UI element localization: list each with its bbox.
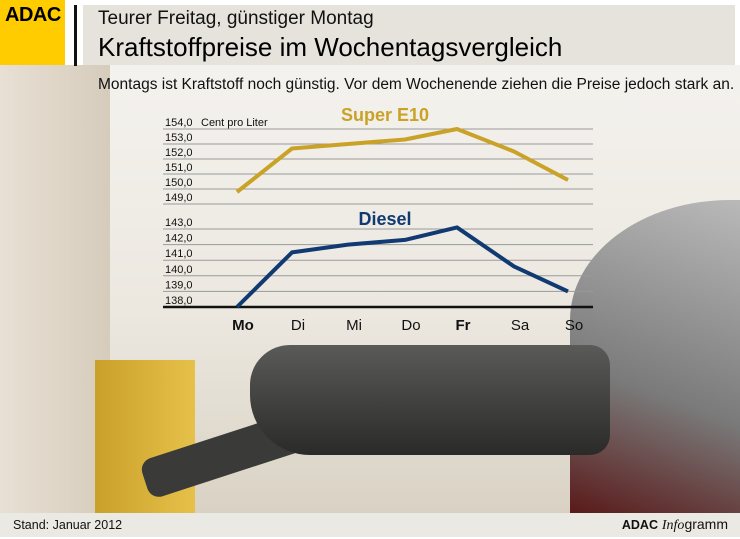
- x-tick-label: Do: [401, 317, 420, 334]
- footer-bar: [0, 513, 740, 537]
- x-tick-label: Sa: [511, 317, 530, 334]
- title-banner: [83, 5, 735, 65]
- x-tick-label: Mo: [232, 317, 254, 334]
- series-title: Diesel: [358, 209, 411, 229]
- x-tick-label: Fr: [456, 317, 471, 334]
- y-tick-label: 141,0: [165, 248, 193, 260]
- y-tick-label: 153,0: [165, 132, 193, 144]
- y-axis-unit: Cent pro Liter: [201, 117, 268, 129]
- x-tick-label: So: [565, 317, 583, 334]
- stand-date: Stand: Januar 2012: [13, 518, 123, 532]
- y-tick-label: 140,0: [165, 264, 193, 276]
- y-tick-label: 139,0: [165, 279, 193, 291]
- lead-text: Montags ist Kraftstoff noch günstig. Vor…: [98, 76, 735, 93]
- brand-footer: ADAC Infogramm: [621, 516, 728, 533]
- divider: [74, 5, 77, 66]
- y-tick-label: 143,0: [165, 217, 193, 229]
- kicker: Teurer Freitag, günstiger Montag: [98, 8, 374, 29]
- person-arm-photo: [0, 65, 110, 513]
- x-tick-label: Di: [291, 317, 305, 334]
- y-tick-label: 149,0: [165, 192, 193, 204]
- y-tick-label: 151,0: [165, 162, 193, 174]
- fuel-nozzle: [250, 345, 610, 455]
- y-tick-label: 142,0: [165, 233, 193, 245]
- y-tick-label: 154,0: [165, 117, 193, 129]
- page-title: Kraftstoffpreise im Wochentagsvergleich: [98, 32, 563, 62]
- y-tick-label: 150,0: [165, 177, 193, 189]
- adac-logo: ADAC: [0, 0, 65, 65]
- series-title: Super E10: [341, 105, 429, 125]
- y-tick-label: 138,0: [165, 295, 193, 307]
- y-tick-label: 152,0: [165, 147, 193, 159]
- series-line-0: [235, 127, 569, 194]
- x-tick-label: Mi: [346, 317, 362, 334]
- series-line-1: [235, 225, 569, 309]
